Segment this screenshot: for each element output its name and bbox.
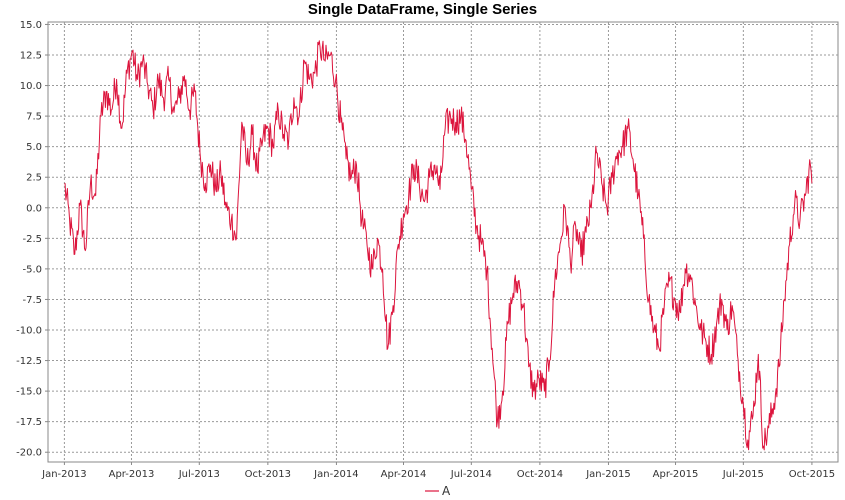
legend-label: A: [442, 484, 451, 498]
y-tick-label: -5.0: [22, 264, 42, 275]
axes: 15.0 12.5 10.0 7.5 5.0 2.5 0.0 -2.5 -5.0 -7.5 -10.…: [16, 20, 835, 480]
series-layer: [64, 40, 813, 451]
y-tick-label: -7.5: [22, 295, 42, 306]
y-tick-label: 5.0: [26, 142, 42, 153]
x-tick-label: Jul-2015: [722, 469, 764, 480]
y-tick-label: 2.5: [26, 173, 42, 184]
x-tick-label: Jul-2013: [178, 469, 220, 480]
series-line-A: [64, 40, 813, 451]
y-tick-label: 10.0: [20, 81, 42, 92]
y-tick-label: -12.5: [16, 356, 42, 367]
y-tick-label: 15.0: [20, 20, 42, 31]
plot-area: [47, 21, 839, 463]
y-tick-label: 12.5: [20, 51, 42, 62]
y-tick-label: -20.0: [16, 448, 42, 459]
x-tick-label: Oct-2015: [789, 469, 835, 480]
y-tick-label: -10.0: [16, 326, 42, 337]
y-tick-label: -2.5: [22, 234, 42, 245]
x-tick-label: Oct-2014: [517, 469, 563, 480]
y-tick-label: -17.5: [16, 417, 42, 428]
x-tick-label: Jan-2014: [313, 469, 358, 480]
y-tick-label: -15.0: [16, 387, 42, 398]
legend: A: [425, 484, 451, 498]
x-tick-label: Jul-2014: [450, 469, 492, 480]
y-tick-label: 0.0: [26, 203, 42, 214]
x-tick-label: Apr-2014: [381, 469, 427, 480]
x-tick-label: Oct-2013: [245, 469, 291, 480]
x-tick-label: Jan-2013: [41, 469, 86, 480]
y-tick-label: 7.5: [26, 112, 42, 123]
chart-title: Single DataFrame, Single Series: [307, 1, 538, 18]
x-tick-label: Apr-2013: [109, 469, 155, 480]
x-tick-label: Jan-2015: [585, 469, 630, 480]
grid-lines: [48, 22, 838, 462]
x-tick-label: Apr-2015: [653, 469, 699, 480]
